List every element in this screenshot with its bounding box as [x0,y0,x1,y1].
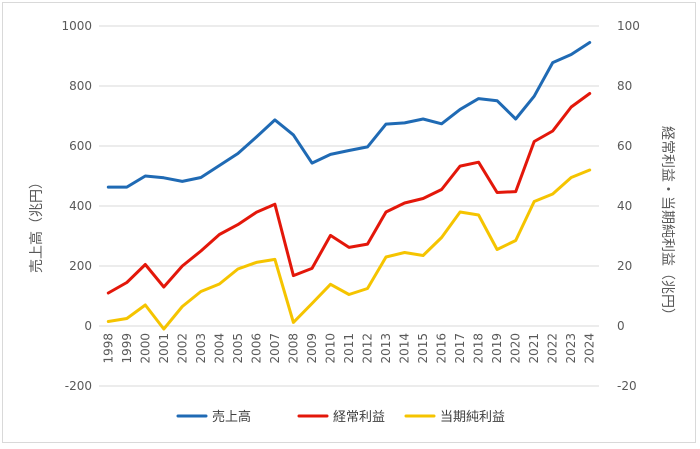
legend-label: 売上高 [212,409,251,425]
x-tick-label: 2010 [323,333,337,364]
right-axis-ticks: 100 80 60 40 20 0 -20 [617,19,640,393]
left-tick-label: 800 [69,79,92,93]
right-axis-title: 経常利益・当期純利益（兆円） [659,126,675,322]
left-axis-title: 売上高（兆円） [28,175,45,273]
x-tick-label: 2002 [175,333,189,364]
left-tick-label: -200 [65,379,92,393]
legend-label: 経常利益 [333,410,385,425]
x-axis-ticks: 1998 1999 2000 2001 2002 2003 2004 2005 2006 2007… [101,333,596,364]
right-tick-label: 60 [617,139,632,153]
right-tick-label: 0 [617,319,625,333]
x-tick-label: 2019 [490,333,504,364]
x-tick-label: 2022 [546,333,560,364]
x-tick-label: 1999 [120,333,134,364]
x-tick-label: 2016 [435,333,449,364]
series-lines [106,41,592,331]
x-tick-label: 2011 [342,333,356,364]
x-tick-label: 2012 [361,333,375,364]
x-tick-label: 2024 [583,333,597,364]
right-tick-label: 100 [617,19,640,33]
right-tick-label: 40 [617,199,632,213]
right-tick-label: 80 [617,79,632,93]
x-tick-label: 2007 [268,333,282,364]
chart-frame: 1000 800 600 400 200 0 -200 100 80 60 40 20 0 -20 19… [2,2,696,443]
left-tick-label: 400 [69,199,92,213]
x-tick-label: 2017 [453,333,467,364]
left-tick-label: 0 [84,319,92,333]
x-tick-label: 2006 [249,333,263,364]
series-line [106,41,592,189]
legend-label: 当期純利益 [440,410,505,425]
x-tick-label: 2020 [509,333,523,364]
x-tick-label: 2023 [564,333,578,364]
x-tick-label: 2003 [194,333,208,364]
right-tick-label: 20 [617,259,632,273]
right-tick-label: -20 [617,379,637,393]
x-tick-label: 2009 [305,333,319,364]
x-tick-label: 2001 [157,333,171,364]
x-tick-label: 2021 [527,333,541,364]
x-tick-label: 2015 [416,333,430,364]
x-tick-label: 2005 [231,333,245,364]
x-tick-label: 2014 [398,333,412,364]
x-tick-label: 2018 [472,333,486,364]
series-line [106,92,592,295]
left-tick-label: 200 [69,259,92,273]
x-tick-label: 1998 [101,333,115,364]
left-axis-ticks: 1000 800 600 400 200 0 -200 [61,19,92,393]
left-tick-label: 1000 [61,19,92,33]
x-tick-label: 2004 [212,333,226,364]
x-tick-label: 2000 [138,333,152,364]
left-tick-label: 600 [69,139,92,153]
legend: 売上高 経常利益 当期純利益 [176,409,505,425]
x-tick-label: 2013 [379,333,393,364]
series-line [106,168,592,331]
gridlines [99,25,599,387]
x-tick-label: 2008 [286,333,300,364]
